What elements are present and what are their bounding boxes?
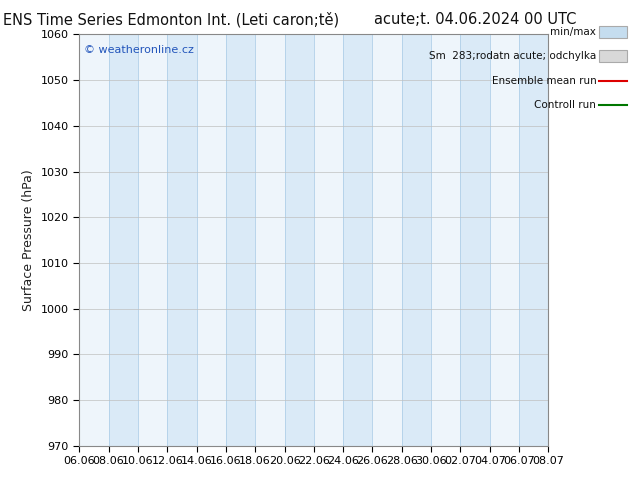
Text: Controll run: Controll run xyxy=(534,100,596,110)
FancyBboxPatch shape xyxy=(600,26,627,38)
Bar xyxy=(167,34,197,446)
Bar xyxy=(460,34,489,446)
FancyBboxPatch shape xyxy=(600,50,627,62)
Text: © weatheronline.cz: © weatheronline.cz xyxy=(84,45,194,54)
Bar xyxy=(108,34,138,446)
Text: min/max: min/max xyxy=(550,27,596,37)
Text: acute;t. 04.06.2024 00 UTC: acute;t. 04.06.2024 00 UTC xyxy=(374,12,577,27)
Bar xyxy=(519,34,548,446)
Text: Ensemble mean run: Ensemble mean run xyxy=(491,76,596,86)
Bar xyxy=(343,34,372,446)
Bar xyxy=(285,34,314,446)
Text: Sm  283;rodatn acute; odchylka: Sm 283;rodatn acute; odchylka xyxy=(429,51,596,61)
Bar xyxy=(402,34,431,446)
Bar xyxy=(226,34,255,446)
Text: ENS Time Series Edmonton Int. (Leti caron;tě): ENS Time Series Edmonton Int. (Leti caro… xyxy=(3,12,339,28)
Y-axis label: Surface Pressure (hPa): Surface Pressure (hPa) xyxy=(22,169,35,311)
